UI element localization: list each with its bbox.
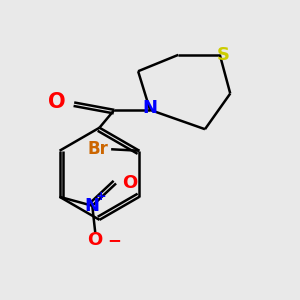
Text: O: O bbox=[48, 92, 65, 112]
Text: N: N bbox=[85, 197, 100, 215]
Text: N: N bbox=[142, 99, 158, 117]
Text: O: O bbox=[122, 174, 137, 192]
Text: S: S bbox=[216, 46, 229, 64]
Text: Br: Br bbox=[87, 140, 108, 158]
Text: +: + bbox=[96, 190, 106, 203]
Text: O: O bbox=[88, 231, 103, 249]
Text: −: − bbox=[107, 231, 121, 249]
